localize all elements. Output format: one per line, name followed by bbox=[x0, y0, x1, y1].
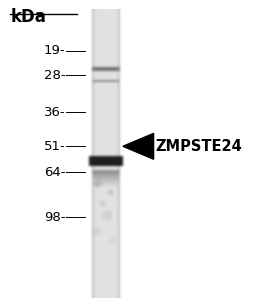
Text: 28-: 28- bbox=[44, 69, 65, 82]
Text: 64-: 64- bbox=[44, 166, 65, 179]
Polygon shape bbox=[123, 133, 154, 159]
Text: 98-: 98- bbox=[44, 211, 65, 224]
Text: 51-: 51- bbox=[44, 140, 65, 153]
Text: ZMPSTE24: ZMPSTE24 bbox=[155, 139, 242, 154]
Text: kDa: kDa bbox=[10, 8, 46, 26]
Text: 19-: 19- bbox=[44, 44, 65, 57]
Text: 36-: 36- bbox=[44, 106, 65, 119]
